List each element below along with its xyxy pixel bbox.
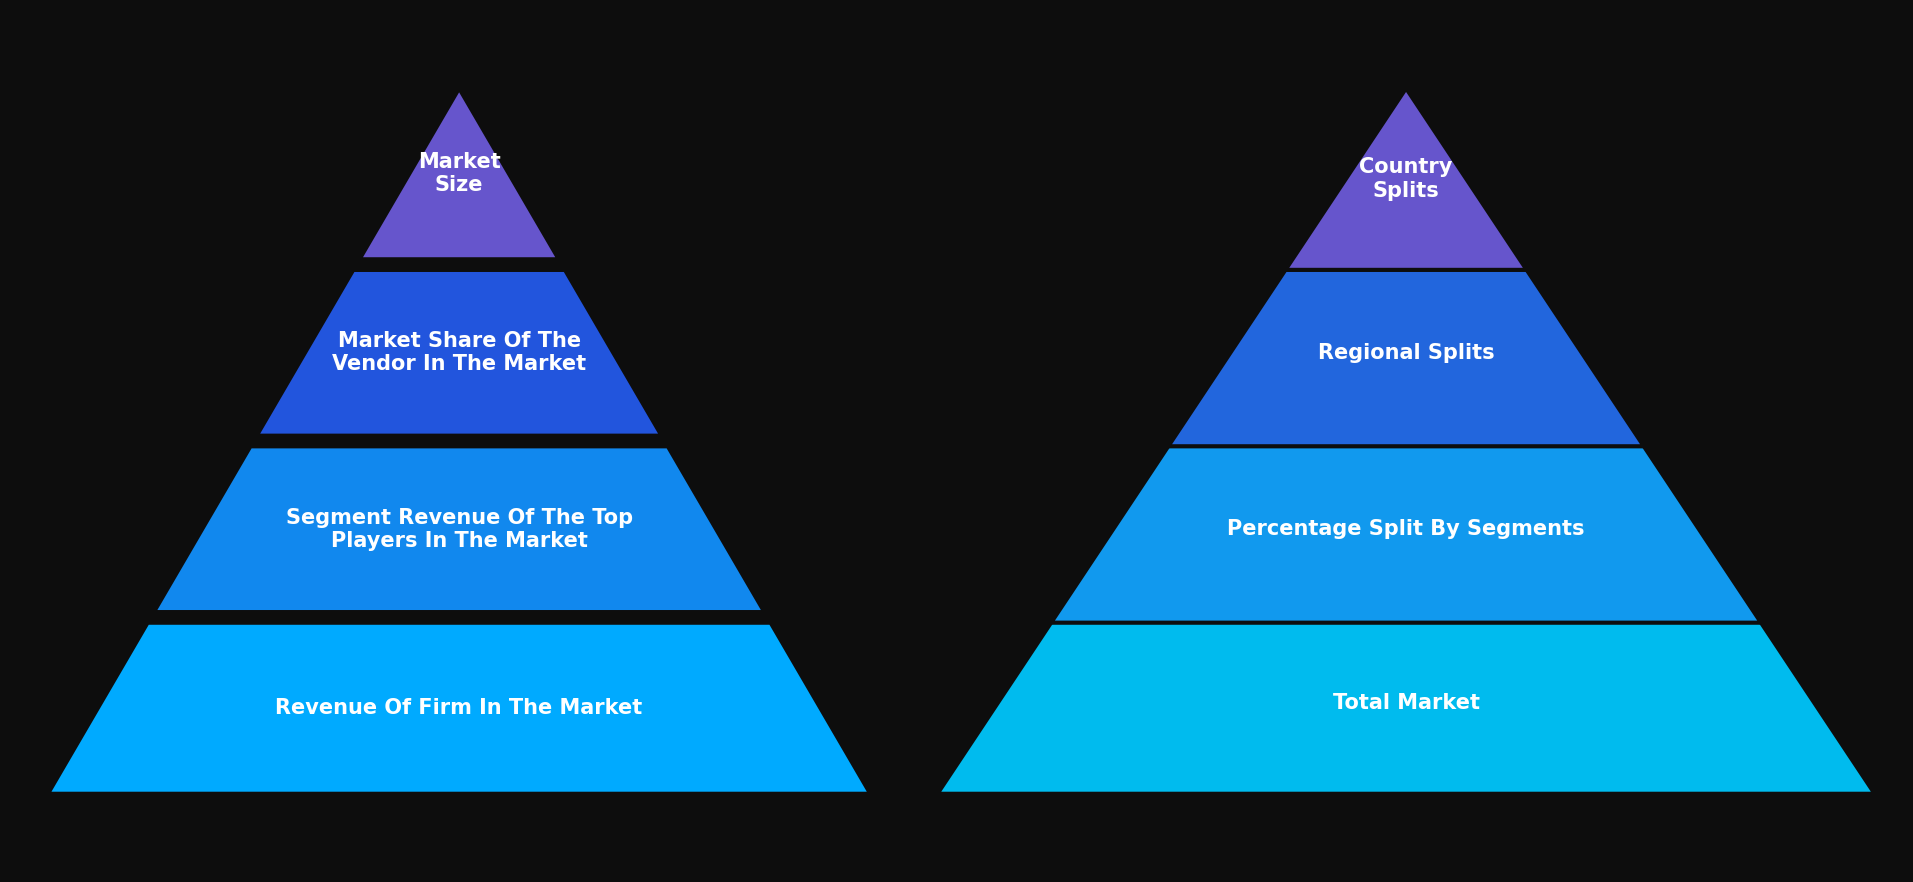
Polygon shape — [937, 612, 1875, 794]
Polygon shape — [1169, 259, 1643, 446]
Polygon shape — [1050, 436, 1762, 623]
Text: Regional Splits: Regional Splits — [1318, 343, 1494, 363]
Text: Percentage Split By Segments: Percentage Split By Segments — [1228, 519, 1584, 539]
Polygon shape — [1286, 88, 1527, 270]
Text: Market Share Of The
Vendor In The Market: Market Share Of The Vendor In The Market — [333, 332, 585, 374]
Polygon shape — [48, 623, 870, 794]
Polygon shape — [153, 446, 765, 612]
Text: Country
Splits: Country Splits — [1360, 158, 1452, 200]
Text: Revenue Of Firm In The Market: Revenue Of Firm In The Market — [275, 699, 643, 718]
Text: Segment Revenue Of The Top
Players In The Market: Segment Revenue Of The Top Players In Th… — [285, 508, 633, 550]
Text: Total Market: Total Market — [1333, 693, 1479, 713]
Polygon shape — [256, 270, 662, 436]
Polygon shape — [360, 88, 559, 259]
Text: Market
Size: Market Size — [417, 153, 501, 195]
